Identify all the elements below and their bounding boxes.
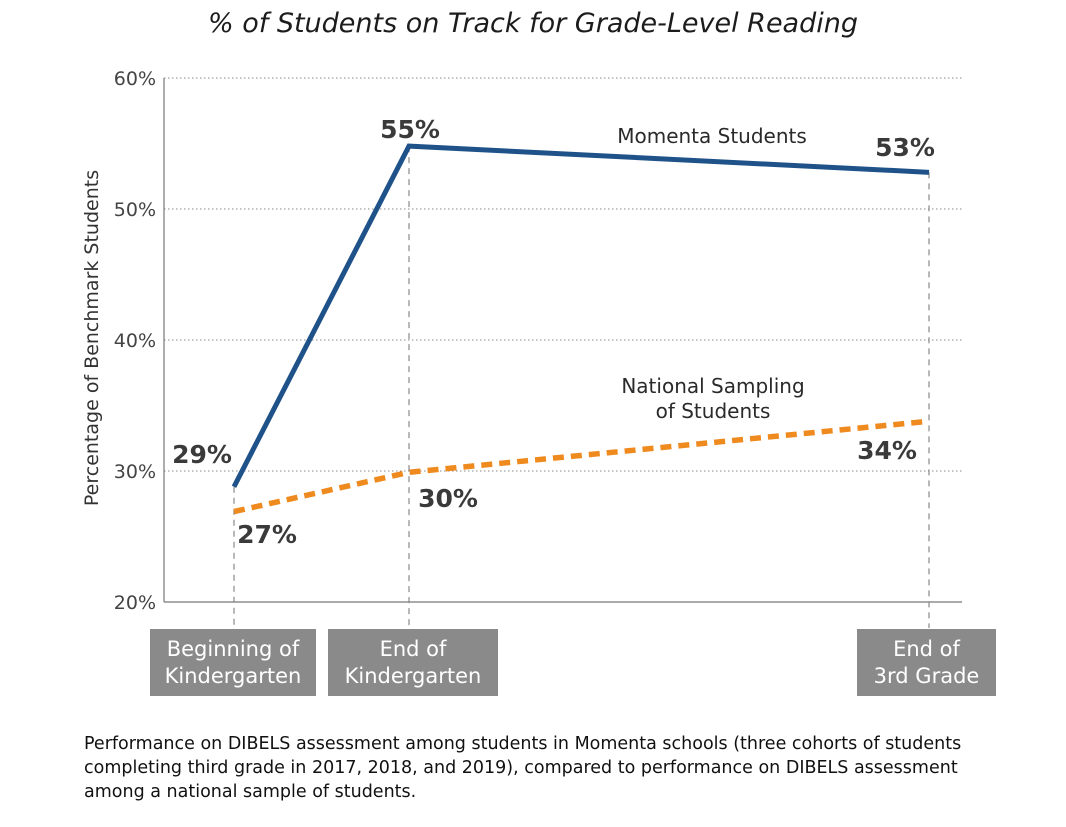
series-label-momenta: Momenta Students (617, 124, 807, 148)
y-tick-label: 60% (114, 68, 156, 90)
x-category-label: Beginning of Kindergarten (150, 629, 316, 696)
line-chart: 20% 30% 40% 50% 60% Percentage of Benchmark … (81, 68, 962, 628)
data-label: 34% (857, 436, 917, 465)
y-tick-labels: 20% 30% 40% 50% 60% (114, 68, 156, 614)
series-group (231, 143, 930, 515)
series-line-national (233, 418, 930, 515)
data-label: 27% (237, 520, 297, 549)
gridlines (164, 77, 962, 472)
data-label: 30% (418, 484, 478, 513)
chart-caption: Performance on DIBELS assessment among s… (84, 734, 962, 802)
chart-title: % of Students on Track for Grade-Level R… (207, 8, 858, 39)
y-tick-label: 30% (114, 461, 156, 483)
series-label-national: National Sampling of Students (621, 374, 804, 423)
data-label: 29% (172, 440, 232, 469)
y-tick-label: 20% (114, 592, 156, 614)
x-category-label: End of Kindergarten (328, 629, 498, 696)
data-label: 53% (875, 133, 935, 162)
x-category-label: End of 3rd Grade (857, 629, 996, 696)
y-tick-label: 50% (114, 199, 156, 221)
y-axis-label: Percentage of Benchmark Students (81, 170, 103, 506)
data-labels: 29% 55% 53% 27% 30% 34% Momenta Students Nation… (172, 115, 935, 549)
data-label: 55% (380, 115, 440, 144)
y-tick-label: 40% (114, 330, 156, 352)
series-line-momenta (231, 143, 930, 488)
axes (163, 78, 962, 628)
